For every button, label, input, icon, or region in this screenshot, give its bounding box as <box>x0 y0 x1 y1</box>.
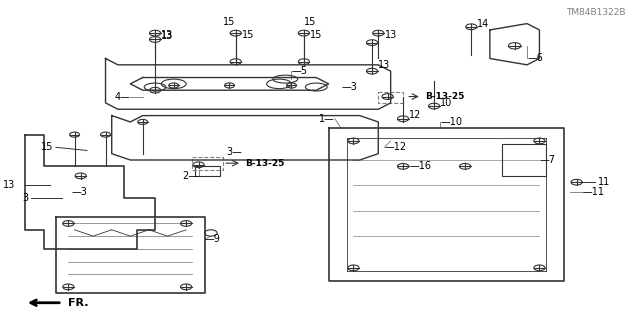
Text: 15: 15 <box>304 17 316 27</box>
Text: 13: 13 <box>161 30 173 40</box>
Text: —5: —5 <box>291 66 307 76</box>
Text: 10: 10 <box>440 98 452 108</box>
Text: B-13-25: B-13-25 <box>425 92 464 101</box>
Text: 11: 11 <box>598 177 611 187</box>
Text: 15: 15 <box>310 30 323 40</box>
Text: 2—: 2— <box>182 171 198 181</box>
Text: 13: 13 <box>378 60 390 70</box>
Bar <box>502 144 546 176</box>
Text: 12: 12 <box>409 110 422 120</box>
Text: 1—: 1— <box>319 114 335 124</box>
Bar <box>192 157 223 170</box>
Text: —7: —7 <box>540 155 556 165</box>
Text: —9: —9 <box>205 234 221 244</box>
Text: 3: 3 <box>22 193 28 203</box>
Text: 15: 15 <box>40 142 53 152</box>
Text: 15: 15 <box>223 17 236 27</box>
Text: 13: 13 <box>3 180 15 190</box>
Text: B-13-25: B-13-25 <box>245 159 284 168</box>
Text: FR.: FR. <box>68 298 89 308</box>
Text: TM84B1322B: TM84B1322B <box>566 8 626 17</box>
Text: 13: 13 <box>161 31 173 41</box>
Text: —12: —12 <box>385 142 406 152</box>
Text: 3—: 3— <box>226 147 242 157</box>
Text: —10: —10 <box>440 117 462 127</box>
Bar <box>378 92 403 103</box>
Text: —16: —16 <box>409 161 431 171</box>
Text: 4—: 4— <box>115 92 131 101</box>
Text: 15: 15 <box>242 30 254 40</box>
Text: —3: —3 <box>72 187 87 197</box>
Text: 13: 13 <box>385 30 397 40</box>
Text: —11: —11 <box>583 187 605 197</box>
Text: —3: —3 <box>341 82 357 92</box>
Text: 14: 14 <box>477 19 490 28</box>
Text: —6: —6 <box>527 53 543 63</box>
Bar <box>195 166 220 176</box>
